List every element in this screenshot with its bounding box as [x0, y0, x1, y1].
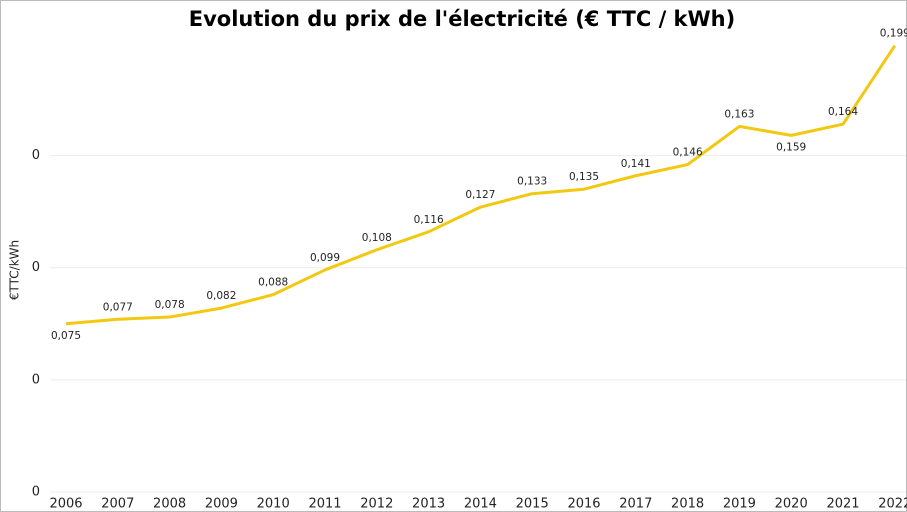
data-label: 0,075 — [51, 330, 81, 342]
y-tick-label: 0 — [32, 485, 40, 500]
x-tick-label: 2016 — [567, 497, 600, 512]
data-label: 0,078 — [155, 299, 185, 311]
x-tick-label: 2020 — [775, 497, 808, 512]
data-label: 0,141 — [621, 158, 651, 170]
x-tick-label: 2013 — [412, 497, 445, 512]
data-label: 0,082 — [206, 290, 236, 302]
line — [65, 44, 897, 326]
x-tick-label: 2018 — [671, 497, 704, 512]
x-tick-label: 2007 — [101, 497, 134, 512]
x-tick-label: 2009 — [205, 497, 238, 512]
data-label: 0,108 — [362, 232, 392, 244]
data-label: 0,164 — [828, 106, 858, 118]
y-axis-label: €TTC/kWh — [8, 240, 22, 300]
y-tick-label: 0 — [32, 148, 40, 163]
x-tick-label: 2015 — [516, 497, 549, 512]
x-tick-label: 2006 — [49, 497, 82, 512]
x-tick-label: 2017 — [619, 497, 652, 512]
x-tick-label: 2022 — [878, 497, 907, 512]
x-tick-label: 2012 — [360, 497, 393, 512]
x-tick-label: 2019 — [723, 497, 756, 512]
x-tick-label: 2021 — [826, 497, 859, 512]
data-label: 0,099 — [310, 252, 340, 264]
data-label: 0,163 — [724, 108, 754, 120]
x-tick-label: 2010 — [257, 497, 290, 512]
y-tick-label: 0 — [32, 372, 40, 387]
data-label: 0,077 — [103, 301, 133, 313]
data-label: 0,088 — [258, 277, 288, 289]
chart-title: Evolution du prix de l'électricité (€ TT… — [189, 7, 735, 31]
data-label: 0,135 — [569, 171, 599, 183]
x-tick-label: 2008 — [153, 497, 186, 512]
data-label: 0,199 — [880, 28, 907, 40]
x-tick-label: 2014 — [464, 497, 497, 512]
y-tick-label: 0 — [32, 260, 40, 275]
data-label: 0,127 — [465, 189, 495, 201]
data-label: 0,133 — [517, 176, 547, 188]
data-label: 0,146 — [673, 147, 703, 159]
data-label: 0,159 — [776, 141, 806, 153]
x-tick-label: 2011 — [308, 497, 341, 512]
data-label: 0,116 — [414, 214, 444, 226]
